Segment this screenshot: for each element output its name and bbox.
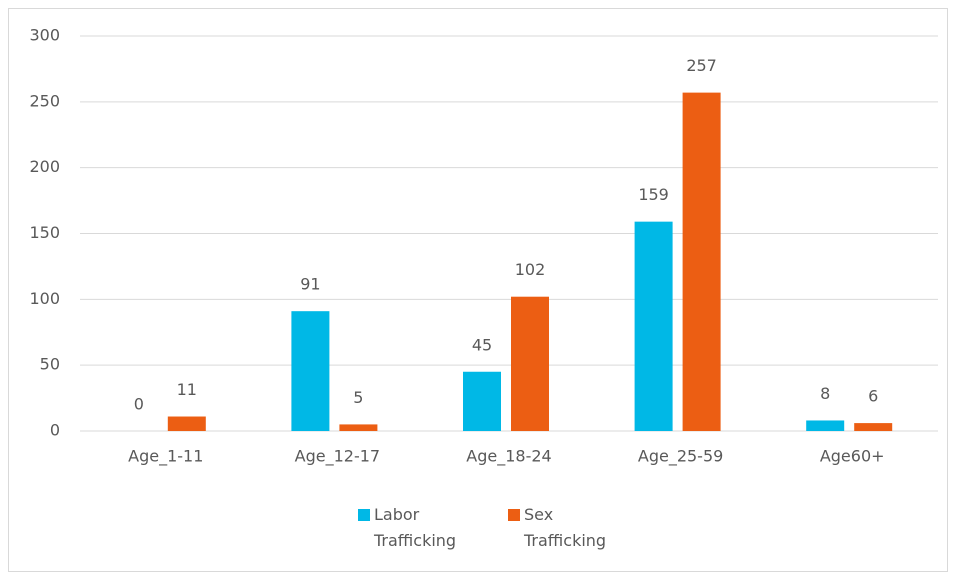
y-tick-label: 150 (29, 223, 60, 242)
y-tick-label: 300 (29, 26, 60, 45)
y-tick-label: 0 (50, 421, 60, 440)
x-tick-label: Age_18-24 (466, 447, 551, 467)
legend-swatch (358, 509, 370, 521)
legend-item: Labor Trafficking (358, 502, 484, 554)
x-tick-label: Age_1-11 (128, 447, 203, 467)
legend-swatch (508, 509, 520, 521)
value-label: 45 (472, 335, 492, 354)
bar (463, 371, 501, 431)
value-label: 257 (686, 56, 717, 75)
bar (167, 416, 206, 431)
value-label: 8 (820, 384, 830, 403)
value-label: 102 (515, 260, 546, 279)
y-tick-label: 200 (29, 157, 60, 176)
bar (854, 423, 893, 431)
bar (511, 296, 549, 431)
bar (806, 420, 845, 431)
chart-border (8, 8, 948, 572)
y-tick-label: 250 (29, 91, 60, 110)
legend-item: Sex Trafficking (508, 502, 634, 554)
bar (634, 221, 673, 431)
legend-label: Sex Trafficking (524, 505, 607, 550)
y-tick-label: 50 (40, 355, 60, 374)
value-label: 6 (868, 387, 878, 406)
value-label: 159 (638, 185, 669, 204)
x-tick-label: Age_25-59 (638, 447, 723, 467)
value-label: 5 (353, 388, 363, 407)
value-label: 91 (300, 275, 320, 294)
value-label: 11 (177, 380, 197, 399)
value-label: 0 (134, 395, 144, 414)
x-tick-label: Age_12-17 (295, 447, 380, 467)
legend-label: Labor Trafficking (374, 505, 457, 550)
y-tick-label: 100 (29, 289, 60, 308)
bar (291, 311, 330, 431)
legend: Labor Trafficking Sex Trafficking (358, 502, 658, 554)
bar (339, 424, 378, 431)
bar (682, 92, 721, 431)
x-tick-label: Age60+ (820, 447, 885, 466)
